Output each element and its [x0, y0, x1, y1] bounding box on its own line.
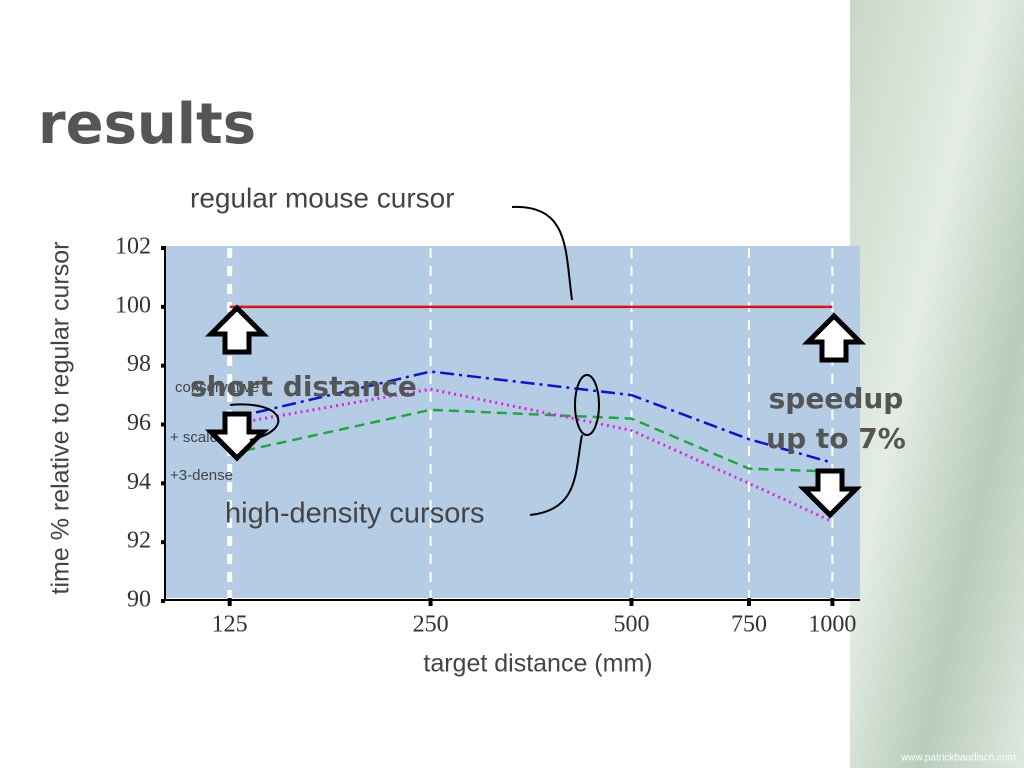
- chart: 90 92 94 96 98 100 102 125 250 500 750 1000 target d…: [47, 182, 906, 677]
- annotation: speedup: [769, 382, 904, 415]
- callout-line: [529, 434, 583, 516]
- y-tick-label: 102: [115, 234, 151, 260]
- y-tick-label: 94: [127, 469, 151, 495]
- x-tick-label: 1000: [808, 612, 856, 638]
- x-tick-label: 250: [413, 612, 449, 638]
- x-tick-label: 750: [731, 612, 767, 638]
- y-tick-label: 98: [127, 351, 151, 377]
- callout-ellipse: [574, 374, 600, 436]
- annotation: up to 7%: [766, 422, 906, 455]
- x-tick-label: 125: [212, 612, 248, 638]
- legend-label: +3-dense: [170, 467, 233, 484]
- callout-line: [229, 403, 280, 441]
- y-tick-label: 100: [115, 292, 151, 318]
- y-axis-label: time % relative to regular cursor: [47, 242, 75, 595]
- series-line: [229, 408, 833, 473]
- y-tick-label: 96: [127, 410, 151, 436]
- annotation: high-density cursors: [225, 498, 485, 530]
- plot-area: [165, 246, 860, 598]
- legend-label: conservative: [175, 379, 259, 396]
- series-line: [229, 370, 833, 464]
- callout-line: [511, 205, 573, 301]
- y-tick-label: 90: [127, 587, 151, 613]
- legend-label: + scale: [170, 429, 218, 446]
- x-axis-label: target distance (mm): [423, 650, 652, 678]
- series-line: [229, 387, 834, 523]
- side-image: [850, 0, 1024, 768]
- y-tick-label: 92: [127, 528, 151, 554]
- footer: www.patrickbaudisch.com: [900, 753, 1016, 764]
- callout-label: regular mouse cursor: [190, 182, 455, 213]
- x-tick-label: 500: [613, 612, 649, 638]
- slide-title: results: [38, 92, 256, 157]
- annotation: short distance: [190, 370, 417, 403]
